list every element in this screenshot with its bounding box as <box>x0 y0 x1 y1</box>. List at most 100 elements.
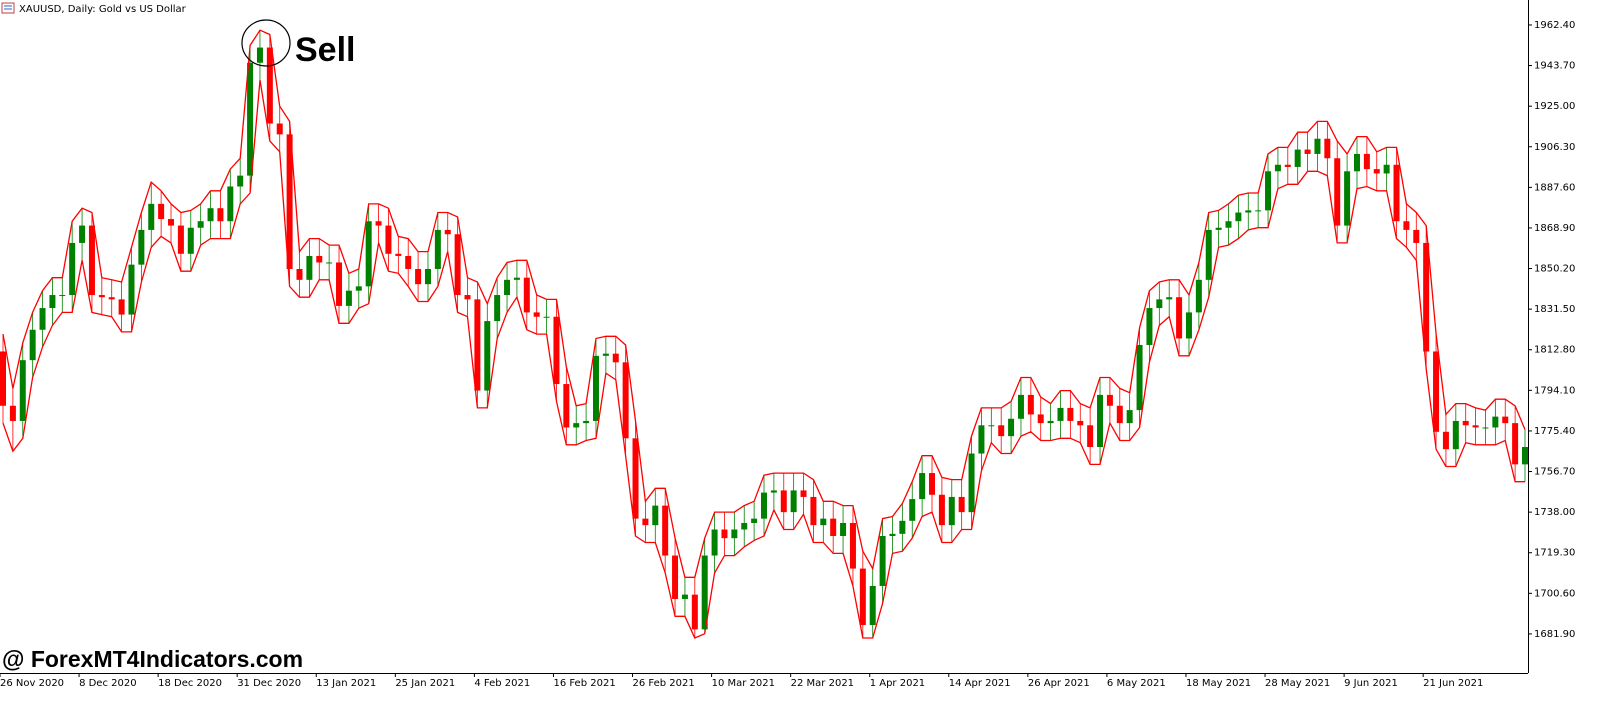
x-tick-label: 26 Feb 2021 <box>633 678 695 689</box>
candle-body <box>59 295 66 297</box>
candle-body <box>711 529 718 556</box>
candle-body <box>899 520 906 534</box>
candle-body <box>1255 210 1262 212</box>
candle-body <box>1353 153 1360 172</box>
candle-body <box>1008 418 1015 437</box>
candle-body <box>1027 394 1034 415</box>
x-tick-label: 26 Nov 2020 <box>0 678 64 689</box>
y-tick-label: 1850.20 <box>1534 264 1575 275</box>
candle-body <box>1482 427 1489 429</box>
candle-body <box>1522 447 1528 465</box>
candle-body <box>869 585 876 626</box>
candle-body <box>929 473 936 495</box>
candle-body <box>1195 279 1202 313</box>
candle-body <box>1363 153 1370 170</box>
candle-body <box>790 490 797 513</box>
candle-body <box>731 529 738 539</box>
y-tick-label: 1756.70 <box>1534 467 1575 478</box>
candle-body <box>1017 394 1024 419</box>
candle-body <box>770 490 777 493</box>
candle-body <box>345 290 352 306</box>
candle-body <box>849 522 856 569</box>
x-tick-label: 16 Feb 2021 <box>553 678 615 689</box>
candle-body <box>69 242 76 296</box>
candle-body <box>751 518 758 523</box>
candle-body <box>1116 405 1123 424</box>
candle-body <box>533 312 540 317</box>
candle-body <box>543 316 550 318</box>
candle-body <box>1057 407 1064 421</box>
candle-body <box>1087 425 1094 448</box>
candle-body <box>464 295 471 300</box>
candle-body <box>998 425 1005 437</box>
candle-body <box>563 384 570 428</box>
candle-body <box>395 253 402 256</box>
candle-body <box>1215 227 1222 230</box>
candle-body <box>642 518 649 526</box>
chart-icon <box>1 2 15 14</box>
candle-body <box>1037 414 1044 424</box>
x-tick-label: 25 Jan 2021 <box>395 678 455 689</box>
candle-body <box>1235 212 1242 222</box>
candle-body <box>1334 158 1341 226</box>
x-tick-label: 6 May 2021 <box>1107 678 1166 689</box>
candle-body <box>1225 221 1232 228</box>
candle-body <box>385 225 392 254</box>
candle-body <box>958 496 965 513</box>
candle-body <box>296 268 303 280</box>
candle-body <box>622 362 629 439</box>
candle-body <box>553 316 560 385</box>
candle-body <box>1106 394 1113 406</box>
y-tick-label: 1887.60 <box>1534 182 1575 193</box>
candle-body <box>177 225 184 254</box>
candle-body <box>1156 299 1163 309</box>
x-tick-label: 21 Jun 2021 <box>1423 678 1483 689</box>
candle-body <box>761 492 767 519</box>
candle-body <box>424 268 431 285</box>
candle-body <box>919 473 926 500</box>
y-tick-label: 1943.70 <box>1534 61 1575 72</box>
candle-body <box>632 438 639 519</box>
candle-body <box>128 264 135 315</box>
y-tick-label: 1719.30 <box>1534 548 1575 559</box>
candle-body <box>1047 420 1054 424</box>
candle-body <box>454 234 461 296</box>
candle-body <box>1393 164 1400 222</box>
candle-body <box>879 536 886 586</box>
candle-body <box>138 229 145 265</box>
candle-body <box>484 321 491 391</box>
x-tick-label: 1 Apr 2021 <box>870 678 925 689</box>
candle-body <box>227 186 234 222</box>
y-tick-label: 1868.90 <box>1534 223 1575 234</box>
candle-body <box>286 134 293 269</box>
plot <box>0 29 1528 639</box>
watermark: @ ForexMT4Indicators.com <box>2 646 303 672</box>
candle-body <box>1284 164 1291 167</box>
candle-body <box>118 299 125 315</box>
x-tick-label: 10 Mar 2021 <box>712 678 775 689</box>
candle-body <box>830 518 837 537</box>
candle-body <box>1344 171 1351 226</box>
candle-body <box>316 255 323 263</box>
candle-body <box>681 594 688 599</box>
candle-body <box>672 555 679 599</box>
candle-body <box>336 262 343 306</box>
candle-body <box>108 297 115 300</box>
candle-body <box>266 47 273 124</box>
y-tick-label: 1812.80 <box>1534 345 1575 356</box>
candle-body <box>415 268 422 285</box>
candle-body <box>1442 431 1449 450</box>
candle-body <box>1265 171 1272 211</box>
candle-body <box>701 555 708 630</box>
candle-body <box>1185 312 1192 339</box>
candle-body <box>810 496 817 526</box>
candle-body <box>612 353 619 363</box>
candle-body <box>583 420 590 424</box>
candle-body <box>721 529 728 539</box>
candle-body <box>948 496 955 526</box>
candle-body <box>98 295 105 298</box>
candle-body <box>1472 425 1479 428</box>
